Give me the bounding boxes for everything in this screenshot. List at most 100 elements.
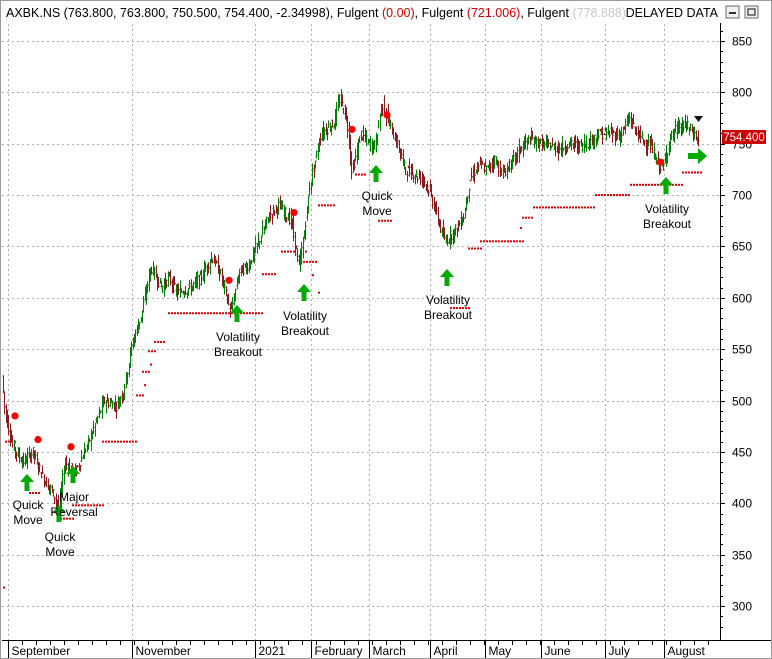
stop-dot xyxy=(135,440,137,443)
stop-dot xyxy=(355,173,357,176)
stop-dot xyxy=(324,204,326,207)
stop-dot xyxy=(318,291,320,294)
stop-dot xyxy=(8,440,10,443)
stop-dot xyxy=(474,247,476,250)
stop-dot xyxy=(563,206,565,209)
stop-dot xyxy=(225,312,227,315)
stop-dot xyxy=(38,492,40,494)
stop-dot xyxy=(111,440,113,443)
y-tick-label: 550 xyxy=(732,343,752,357)
stop-dot xyxy=(312,274,314,277)
stop-dot xyxy=(516,240,518,243)
stop-dot xyxy=(261,312,263,315)
stop-dot xyxy=(691,171,693,174)
stop-dot xyxy=(471,247,473,250)
stop-dot xyxy=(204,312,206,315)
stop-dot xyxy=(126,440,128,443)
y-tick-label: 800 xyxy=(732,86,752,100)
stop-dot xyxy=(154,340,156,343)
stop-dot xyxy=(361,173,363,176)
stop-dot xyxy=(255,312,257,315)
stop-dot xyxy=(468,247,470,250)
stop-dot xyxy=(293,250,295,253)
signal-dot xyxy=(348,125,356,133)
x-tick-label: 2021 xyxy=(259,644,286,658)
stop-dot xyxy=(545,206,547,209)
stop-dot xyxy=(192,312,194,315)
stop-dot xyxy=(636,183,638,186)
stop-dot xyxy=(525,216,527,219)
stop-dot xyxy=(90,504,92,507)
stop-dot xyxy=(219,312,221,315)
stop-dot xyxy=(462,307,464,310)
stop-dot xyxy=(587,206,589,209)
stop-dot xyxy=(142,370,144,373)
stop-dot xyxy=(700,171,702,174)
stop-dot xyxy=(216,312,218,315)
x-tick-label: April xyxy=(434,644,458,658)
stop-dot xyxy=(330,204,332,207)
y-tick-label: 450 xyxy=(732,446,752,460)
svg-text:AXBK.NS (763.800, 763.800, 750: AXBK.NS (763.800, 763.800, 750.500, 754.… xyxy=(6,6,626,20)
stop-dot xyxy=(675,183,677,186)
indicator-3-value: (778.888) xyxy=(572,6,626,20)
stop-dot xyxy=(290,250,292,253)
stop-dot xyxy=(513,240,515,243)
maximize-icon[interactable] xyxy=(744,5,759,19)
stop-dot xyxy=(628,194,630,197)
stop-dot xyxy=(657,183,659,186)
stop-dot xyxy=(645,183,647,186)
stop-dot xyxy=(595,194,597,197)
stop-dot xyxy=(81,504,83,507)
stop-dot xyxy=(129,440,131,443)
stop-dot xyxy=(520,226,522,229)
stop-dot xyxy=(186,312,188,315)
stop-dot xyxy=(171,312,173,315)
stop-dot xyxy=(228,312,230,315)
stop-dot xyxy=(210,312,212,315)
stop-dot xyxy=(327,204,329,207)
stop-dot xyxy=(3,586,5,589)
stop-dot xyxy=(189,312,191,315)
stop-dot xyxy=(35,492,37,494)
time-axis: September November 2021 February March April M… xyxy=(8,640,709,658)
green-up-arrow-icon xyxy=(369,165,383,182)
signal-label: Breakout xyxy=(214,345,263,359)
stop-dot xyxy=(575,206,577,209)
stop-dot xyxy=(654,183,656,186)
stop-dot xyxy=(274,273,276,276)
stop-dot xyxy=(240,312,242,315)
stop-dot xyxy=(465,307,467,310)
signal-label: Quick xyxy=(362,189,394,203)
stop-dot xyxy=(231,312,233,315)
y-tick-label: 400 xyxy=(732,497,752,511)
stop-dot xyxy=(168,312,170,315)
stop-dot xyxy=(685,171,687,174)
signal-label: Volatility xyxy=(645,202,689,216)
stop-dot xyxy=(117,440,119,443)
signal-label: Move xyxy=(362,204,392,218)
stop-dot xyxy=(477,247,479,250)
y-tick-label: 850 xyxy=(732,35,752,49)
stop-dot xyxy=(390,219,392,222)
minimize-icon[interactable] xyxy=(725,5,740,19)
stop-dot xyxy=(93,504,95,507)
stop-dot xyxy=(154,350,156,353)
stop-dot xyxy=(180,312,182,315)
stop-dot xyxy=(195,312,197,315)
signal-dot xyxy=(34,435,42,444)
delayed-data-label: DELAYED DATA xyxy=(626,6,719,20)
stop-dot xyxy=(262,273,264,276)
stop-dot xyxy=(148,350,150,353)
stop-dot xyxy=(672,183,674,186)
stop-dot xyxy=(630,183,632,186)
stop-dot xyxy=(557,206,559,209)
green-up-arrow-icon xyxy=(20,474,34,491)
stop-dot xyxy=(450,307,452,310)
stop-dot xyxy=(593,206,595,209)
